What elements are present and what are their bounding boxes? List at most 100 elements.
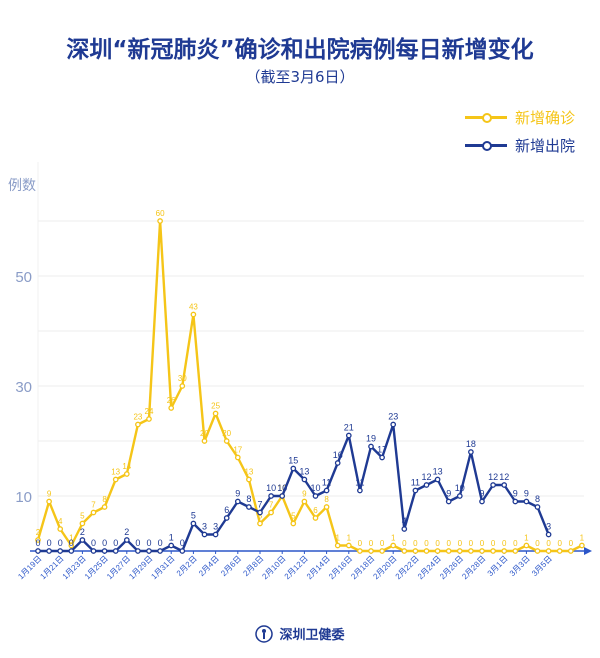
- data-label-confirmed: 5: [258, 512, 263, 521]
- data-point-confirmed: [434, 548, 441, 554]
- data-label-confirmed: 4: [58, 517, 63, 526]
- data-point-discharged: [79, 537, 86, 543]
- data-label-confirmed: 0: [513, 539, 518, 548]
- data-point-discharged: [201, 531, 208, 538]
- x-tick-label: 2月24日: [416, 554, 443, 581]
- data-label-confirmed: 10: [278, 484, 287, 493]
- data-label-confirmed: 2: [36, 528, 41, 537]
- x-tick-label: 1月29日: [127, 554, 154, 581]
- data-label-confirmed: 20: [200, 429, 209, 438]
- data-label-discharged: 10: [277, 483, 287, 493]
- data-label-confirmed: 0: [546, 539, 551, 548]
- data-label-discharged: 23: [388, 412, 398, 422]
- data-point-confirmed: [512, 548, 519, 554]
- x-tick-label: 2月10日: [260, 554, 287, 581]
- data-point-confirmed: [234, 454, 241, 461]
- data-point-discharged: [456, 493, 463, 499]
- x-tick-label: 3月3日: [508, 554, 532, 578]
- data-label-discharged: 8: [535, 494, 540, 504]
- data-point-discharged: [490, 482, 496, 488]
- data-point-confirmed: [567, 548, 574, 554]
- legend-entry-discharged: 新增出院: [465, 135, 575, 156]
- data-label-confirmed: 8: [324, 495, 329, 504]
- data-point-confirmed: [79, 520, 86, 527]
- data-point-discharged: [234, 498, 241, 505]
- data-point-discharged: [379, 454, 385, 461]
- line-chart: 1030501月19日1月21日1月23日1月25日1月27日1月29日1月31…: [15, 162, 592, 581]
- footer: 深圳卫健委: [0, 624, 600, 643]
- data-point-discharged: [323, 487, 330, 494]
- data-label-discharged: 12: [421, 472, 431, 482]
- legend-swatch-confirmed: [465, 113, 507, 123]
- x-tick-label: 2月2日: [175, 554, 199, 578]
- data-label-confirmed: 0: [535, 539, 540, 548]
- data-point-confirmed: [501, 548, 508, 554]
- x-tick-label: 2月20日: [371, 554, 398, 581]
- data-label-discharged: 9: [446, 489, 451, 499]
- data-label-confirmed: 0: [380, 539, 385, 548]
- chart-title: 深圳“新冠肺炎”确诊和出院病例每日新增变化: [66, 37, 534, 63]
- data-point-confirmed: [190, 311, 197, 318]
- data-label-discharged: 0: [102, 538, 107, 548]
- data-point-confirmed: [201, 438, 208, 444]
- data-label-discharged: 10: [310, 483, 320, 493]
- x-tick-label: 2月6日: [219, 554, 243, 578]
- data-point-discharged: [179, 548, 186, 554]
- data-label-discharged: 0: [180, 538, 185, 548]
- data-label-confirmed: 23: [133, 413, 142, 422]
- data-label-discharged: 12: [488, 472, 498, 482]
- data-label-confirmed: 17: [233, 446, 242, 455]
- data-point-confirmed: [345, 542, 352, 549]
- data-point-confirmed: [101, 504, 108, 510]
- data-point-discharged: [168, 542, 175, 549]
- data-point-confirmed: [57, 526, 64, 532]
- data-point-confirmed: [479, 548, 485, 554]
- data-point-confirmed: [301, 498, 308, 505]
- data-point-confirmed: [545, 548, 552, 554]
- data-label-discharged: 0: [113, 538, 118, 548]
- data-point-discharged: [401, 526, 408, 532]
- data-label-discharged: 0: [91, 538, 96, 548]
- data-label-confirmed: 9: [47, 490, 52, 499]
- data-point-confirmed: [179, 383, 186, 389]
- data-label-discharged: 21: [344, 423, 354, 433]
- data-point-discharged: [390, 421, 397, 428]
- data-point-confirmed: [456, 548, 463, 554]
- data-point-confirmed: [357, 548, 363, 554]
- data-label-discharged: 13: [299, 467, 309, 477]
- data-label-confirmed: 0: [458, 539, 463, 548]
- data-label-confirmed: 26: [167, 396, 176, 405]
- x-tick-label: 1月31日: [149, 554, 176, 581]
- legend-label-discharged: 新增出院: [515, 137, 576, 155]
- data-label-discharged: 0: [58, 538, 63, 548]
- data-point-confirmed: [534, 548, 541, 554]
- data-label-discharged: 15: [288, 456, 298, 466]
- x-tick-label: 2月26日: [438, 554, 465, 581]
- data-label-discharged: 2: [124, 527, 129, 537]
- data-point-confirmed: [123, 471, 130, 477]
- data-point-confirmed: [223, 438, 230, 444]
- x-tick-label: 2月22日: [394, 554, 421, 581]
- data-label-discharged: 0: [35, 538, 40, 548]
- x-tick-label: 2月28日: [460, 554, 487, 581]
- data-label-confirmed: 1: [335, 534, 340, 543]
- data-point-discharged: [445, 498, 452, 505]
- data-point-discharged: [545, 531, 552, 538]
- data-label-discharged: 11: [355, 478, 364, 488]
- y-axis-label: 例数: [8, 178, 36, 194]
- data-point-confirmed: [46, 498, 52, 505]
- x-tick-label: 1月21日: [38, 554, 65, 581]
- data-label-confirmed: 0: [435, 539, 440, 548]
- data-label-discharged: 9: [513, 489, 518, 499]
- data-label-discharged: 4: [402, 516, 407, 526]
- x-tick-label: 3月5日: [530, 554, 554, 578]
- data-label-confirmed: 20: [222, 429, 231, 438]
- data-point-discharged: [434, 476, 441, 483]
- data-point-confirmed: [168, 405, 175, 411]
- data-point-confirmed: [379, 548, 385, 554]
- data-point-confirmed: [268, 509, 274, 516]
- data-point-discharged: [146, 548, 152, 554]
- data-point-confirmed: [334, 542, 341, 549]
- data-point-confirmed: [35, 537, 41, 543]
